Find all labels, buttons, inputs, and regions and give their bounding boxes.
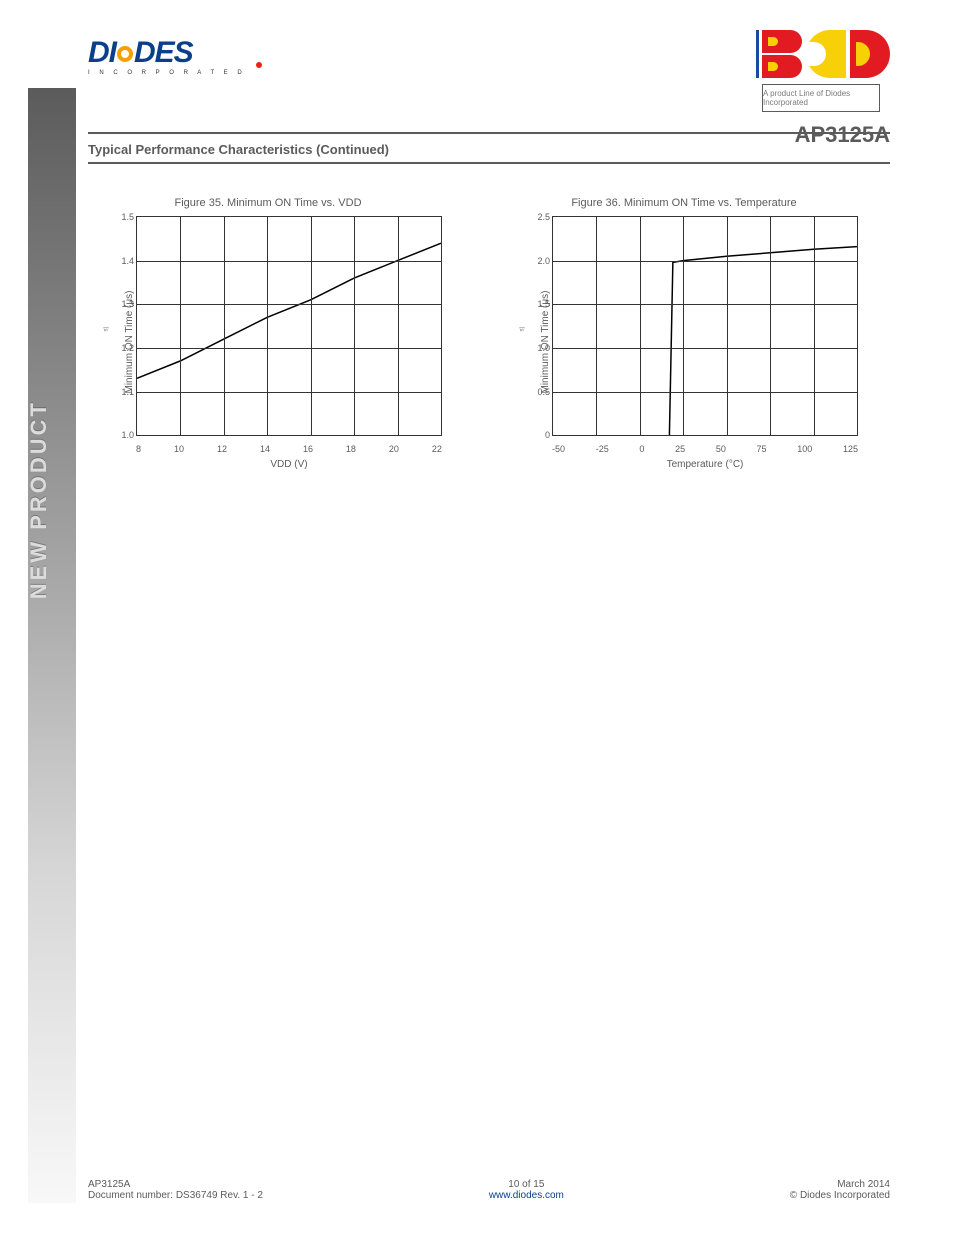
chart-right-xlabel: Temperature (°C) bbox=[552, 459, 858, 470]
footer-url[interactable]: www.diodes.com bbox=[489, 1190, 564, 1201]
chart-right: Figure 36. Minimum ON Time vs. Temperatu… bbox=[504, 196, 864, 468]
chart-left-yticks: 1.51.41.31.21.11.0 bbox=[108, 212, 134, 440]
footer-page: 10 of 15 bbox=[263, 1179, 790, 1190]
footer-copyright: © Diodes Incorporated bbox=[790, 1190, 890, 1201]
footer-docnum: Document number: DS36749 Rev. 1 - 2 bbox=[88, 1190, 263, 1201]
sidebar-label: NEW PRODUCT bbox=[26, 400, 52, 599]
chart-left: Figure 35. Minimum ON Time vs. VDD Minim… bbox=[88, 196, 448, 468]
footer-part: AP3125A bbox=[88, 1179, 263, 1190]
footer-right: March 2014 © Diodes Incorporated bbox=[790, 1179, 890, 1201]
sidebar-gradient bbox=[28, 88, 76, 1203]
part-number: AP3125A bbox=[795, 122, 890, 148]
footer-date: March 2014 bbox=[790, 1179, 890, 1190]
chart-left-xticks: 810121416182022 bbox=[136, 444, 442, 454]
footer-left: AP3125A Document number: DS36749 Rev. 1 … bbox=[88, 1179, 263, 1201]
chart-left-wrap: Minimum ON Time (μs) s) 1.51.41.31.21.11… bbox=[88, 216, 448, 468]
bcd-box-text: A product Line of Diodes Incorporated bbox=[763, 89, 879, 107]
chart-right-xticks: -50-250255075100125 bbox=[552, 444, 858, 454]
chart-right-trace bbox=[553, 217, 857, 435]
section-title: Typical Performance Characteristics (Con… bbox=[88, 142, 389, 157]
chart-left-trace bbox=[137, 217, 441, 435]
footer-mid: 10 of 15 www.diodes.com bbox=[263, 1179, 790, 1201]
diodes-logo: DIDES I N C O R P O R A T E D bbox=[88, 38, 258, 86]
diodes-logo-sub: I N C O R P O R A T E D bbox=[88, 70, 258, 76]
rule-under-title bbox=[88, 162, 890, 164]
datasheet-page: NEW PRODUCT DIDES I N C O R P O R A T E … bbox=[0, 0, 954, 1235]
chart-left-xlabel: VDD (V) bbox=[136, 459, 442, 470]
charts-row: Figure 35. Minimum ON Time vs. VDD Minim… bbox=[88, 196, 890, 468]
chart-right-title: Figure 36. Minimum ON Time vs. Temperatu… bbox=[504, 196, 864, 210]
footer: AP3125A Document number: DS36749 Rev. 1 … bbox=[88, 1179, 890, 1201]
chart-right-plot bbox=[552, 216, 858, 436]
rule-top bbox=[88, 132, 890, 134]
chart-left-plot bbox=[136, 216, 442, 436]
chart-right-wrap: Minimum ON Time (μs) s) 2.52.01.51.00.50… bbox=[504, 216, 864, 468]
chart-right-yticks: 2.52.01.51.00.50 bbox=[524, 212, 550, 440]
chart-left-title: Figure 35. Minimum ON Time vs. VDD bbox=[88, 196, 448, 210]
bcd-logo: A product Line of Diodes Incorporated bbox=[762, 30, 890, 118]
